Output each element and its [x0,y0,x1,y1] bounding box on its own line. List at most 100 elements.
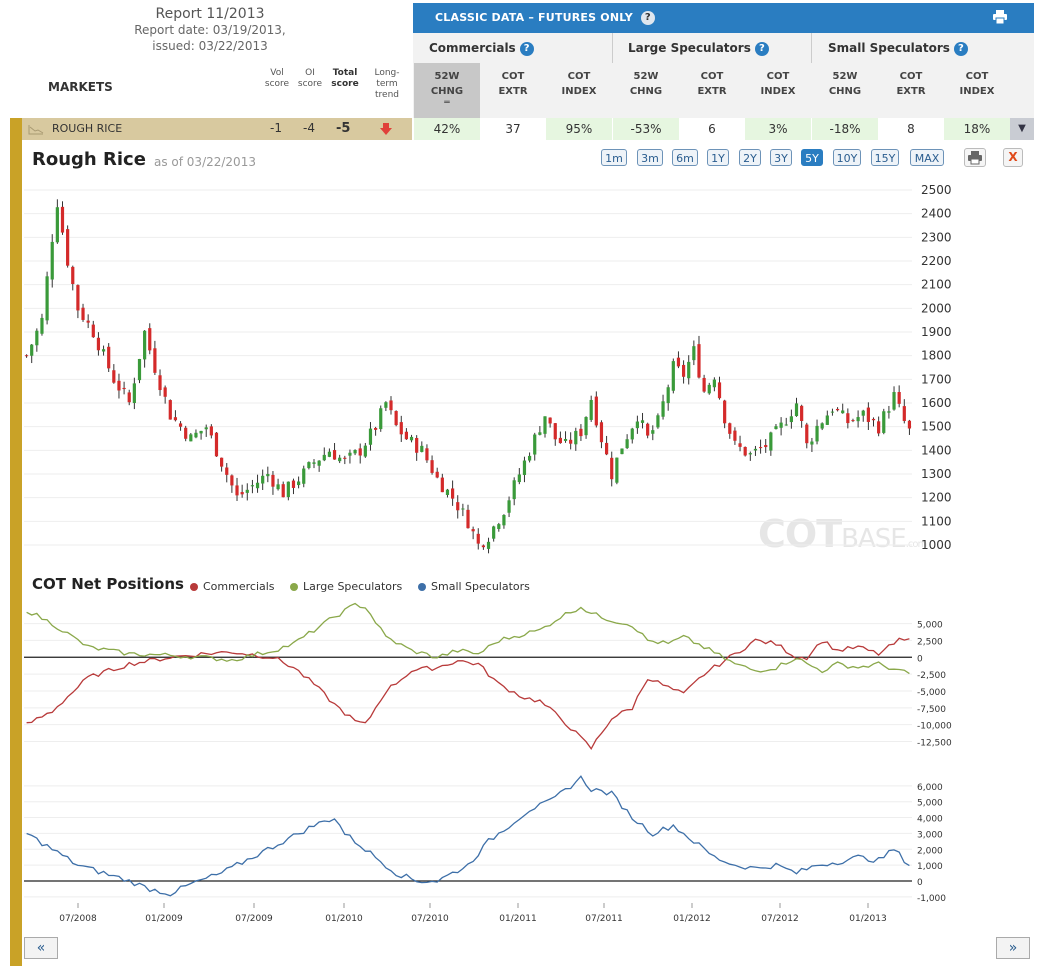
price-candle-up [615,457,619,483]
help-icon[interactable]: ? [754,41,769,56]
price-candle-down [717,382,722,399]
small-spec-tick-label: -1,000 [917,894,946,904]
price-candle-down [184,427,188,439]
range-button-15y[interactable]: 15Y [871,149,899,166]
subhdr-cot-index-large[interactable]: COT INDEX [745,69,811,99]
subhdr-line: COT [501,71,525,82]
range-button-max[interactable]: MAX [910,149,944,166]
price-candle-up [502,514,506,526]
price-candle-down [733,430,737,441]
cot-tick-label: -7,500 [917,705,946,715]
help-icon[interactable]: ? [953,41,968,56]
price-candle-up [830,411,835,413]
price-candle-up [199,430,203,434]
price-candle-up [671,361,675,391]
help-icon[interactable]: ? [640,11,655,25]
subhdr-52w-chng-small[interactable]: 52W CHNG [812,69,878,99]
price-candle-down [851,420,855,422]
subhdr-cot-extr-large[interactable]: COT EXTR [679,69,745,99]
legend-dot-icon [190,583,198,591]
group-label: Large Speculators [628,41,751,55]
price-candle-up [363,445,367,457]
print-chart-button[interactable] [964,148,986,167]
price-candle-up [261,475,265,484]
price-candle-up [779,422,783,428]
trend-header-line: Long- [374,68,400,78]
cot-tick-label: -2,500 [917,671,946,681]
selected-market-stripe [10,118,22,966]
price-candle-up [327,451,332,457]
market-row-rough-rice[interactable]: ROUGH RICE -1 -4 -5 [22,118,412,140]
subhdr-52w-chng-large[interactable]: 52W CHNG [613,69,679,99]
small-spec-tick-label: 4,000 [917,815,943,825]
price-candle-down [399,422,403,435]
price-candle-up [302,468,306,484]
subhdr-line: 52W [434,71,460,82]
range-button-6m[interactable]: 6m [672,149,698,166]
price-candle-down [107,346,111,369]
small-spec-tick-label: 6,000 [917,783,943,793]
price-candle-up [656,415,660,428]
print-icon[interactable] [992,10,1008,24]
cot-tick-label: -10,000 [917,722,952,732]
x-tick-label: 01/2012 [673,914,710,924]
legend-large-speculators[interactable]: Large Speculators [290,580,402,593]
price-candle-up [692,346,696,361]
x-tick-label: 01/2011 [499,914,536,924]
price-candle-up [497,524,501,529]
range-button-3y[interactable]: 3Y [770,149,792,166]
range-button-1y[interactable]: 1Y [707,149,729,166]
legend-dot-icon [290,583,298,591]
price-candle-down [225,467,229,475]
price-candle-down [112,370,116,383]
oi-score-header[interactable]: OI score [295,68,325,90]
expand-dropdown-icon[interactable]: ▼ [1010,118,1034,140]
vol-score-value: -1 [270,121,282,135]
subhdr-52w-chng-commercials[interactable]: 52W CHNG ═ [414,63,480,118]
price-candle-down [548,417,552,424]
vol-score-header[interactable]: Vol score [262,68,292,90]
total-score-header[interactable]: Total score [328,68,362,90]
price-tick-label: 1900 [921,325,952,339]
comm-cot-extr-value: 37 [505,122,521,136]
price-candle-down [569,439,573,444]
next-period-button[interactable]: » [996,937,1030,959]
price-candle-down [758,447,763,449]
subhdr-cot-extr-commercials[interactable]: COT EXTR [480,69,546,99]
comm-cot-index-value: 95% [546,118,612,140]
subhdr-line: INDEX [959,86,995,97]
close-chart-button[interactable]: X [1003,148,1023,167]
price-candle-down [117,380,121,391]
trend-header[interactable]: Long- term trend [368,68,406,101]
subhdr-cot-extr-small[interactable]: COT EXTR [878,69,944,99]
price-candle-down [163,387,167,397]
range-button-1m[interactable]: 1m [601,149,627,166]
range-button-3m[interactable]: 3m [637,149,663,166]
price-candle-down [24,355,29,357]
price-candle-up [35,330,39,346]
range-button-5y[interactable]: 5Y [801,149,823,166]
price-candle-up [317,460,321,466]
markets-header: MARKETS [48,80,113,94]
subhdr-line: COT [766,71,790,82]
group-large-speculators: Large Speculators? [628,41,769,56]
report-title: Report 11/2013 [155,6,265,22]
range-button-2y[interactable]: 2Y [739,149,761,166]
price-candle-down [702,377,706,392]
price-tick-label: 2400 [921,207,952,221]
total-score-value: -5 [336,121,351,136]
price-candle-down [153,348,157,373]
legend-small-speculators[interactable]: Small Speculators [418,580,530,593]
price-candle-up [584,417,588,436]
range-button-10y[interactable]: 10Y [833,149,861,166]
price-candle-down [291,480,296,488]
subhdr-cot-index-small[interactable]: COT INDEX [944,69,1010,99]
prev-period-button[interactable]: « [24,937,58,959]
price-candle-up [774,426,778,430]
subhdr-cot-index-commercials[interactable]: COT INDEX [546,69,612,99]
help-icon[interactable]: ? [519,41,534,56]
price-candle-up [255,482,260,489]
watermark-base: BASE [841,524,907,554]
legend-commercials[interactable]: Commercials [190,580,275,593]
price-candle-down [723,400,727,424]
